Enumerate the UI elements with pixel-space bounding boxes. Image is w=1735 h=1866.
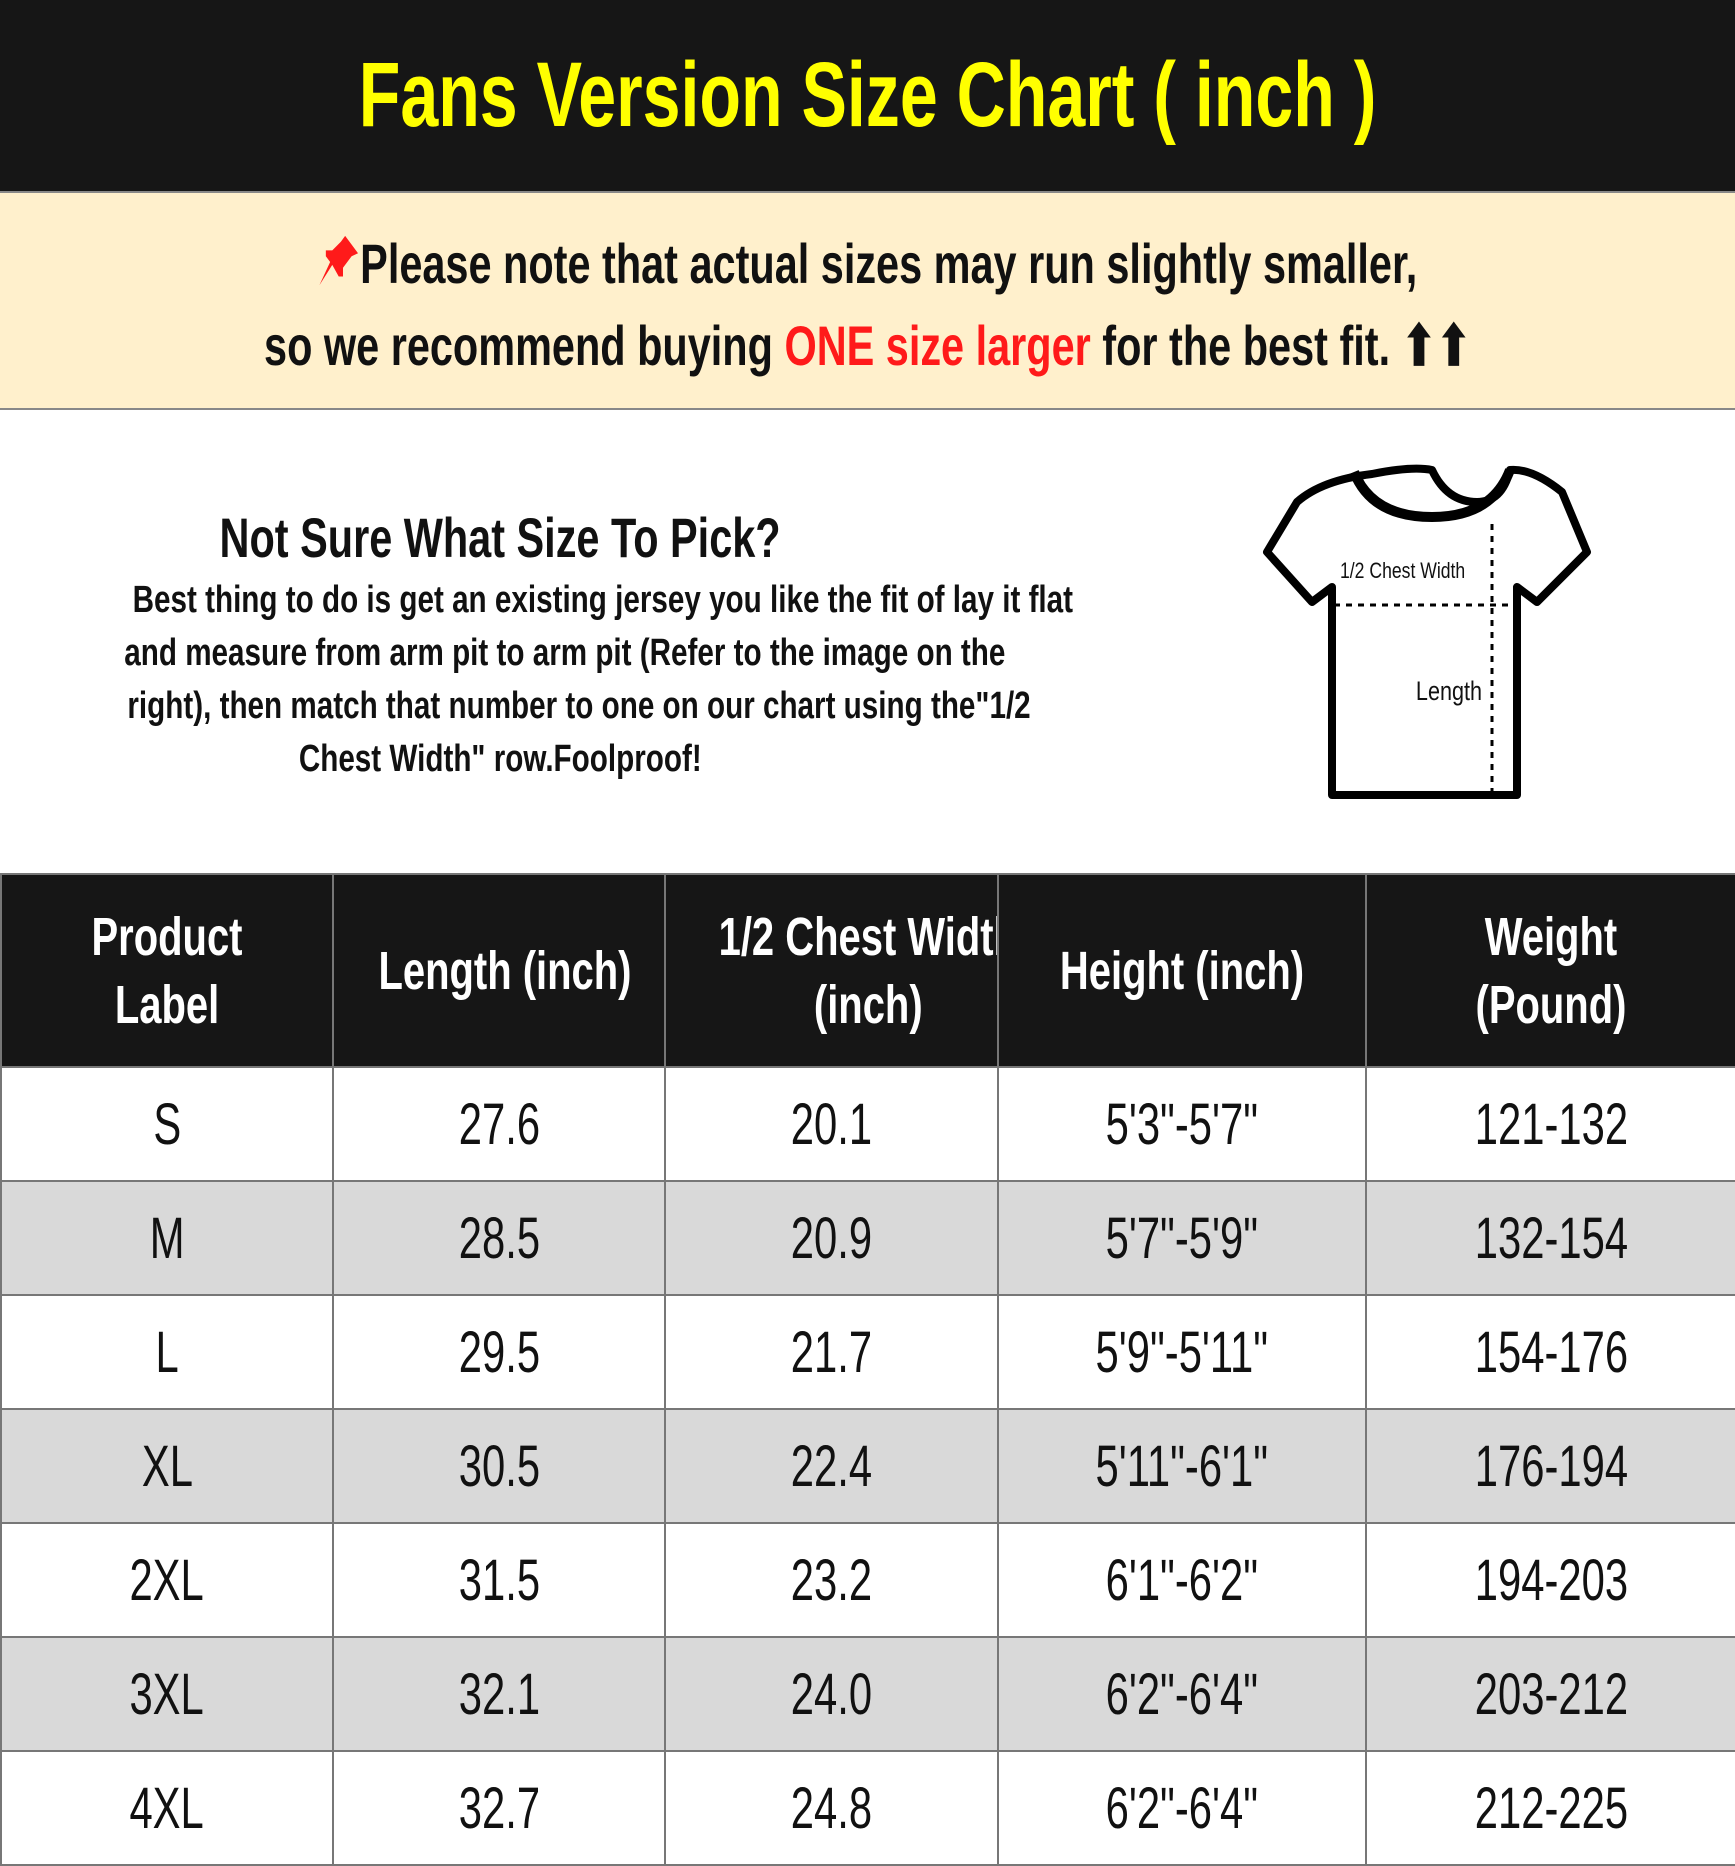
table-row: S 27.6 20.1 5'3"-5'7" 121-132 — [0, 1066, 1735, 1182]
chest-label: 1/2 Chest Width — [1340, 558, 1466, 583]
table-header-row: Product Label Length (inch) 1/2 Chest Wid… — [0, 873, 1735, 1068]
table-row: XL 30.5 22.4 5'11"-6'1" 176-194 — [0, 1408, 1735, 1524]
tshirt-measurement-diagram — [1263, 464, 1591, 799]
notice-line-1: Please note that actual sizes may run sl… — [360, 232, 1418, 295]
cell-length: 27.6 — [332, 1066, 666, 1182]
pushpin-icon — [319, 235, 359, 286]
tshirt-collar — [1349, 468, 1515, 523]
cell-size: XL — [0, 1408, 334, 1524]
size-table: Product Label Length (inch) 1/2 Chest Wid… — [0, 873, 1735, 1866]
cell-size: 4XL — [0, 1750, 334, 1866]
table-row: L 29.5 21.7 5'9"-5'11" 154-176 — [0, 1294, 1735, 1410]
cell-length: 29.5 — [332, 1294, 666, 1410]
header-chest-width: 1/2 Chest Width (inch) — [664, 873, 999, 1068]
table-row: M 28.5 20.9 5'7"-5'9" 132-154 — [0, 1180, 1735, 1296]
cell-length: 31.5 — [332, 1522, 666, 1638]
cell-weight: 194-203 — [1365, 1522, 1735, 1638]
cell-chest-width: 20.9 — [664, 1180, 999, 1296]
help-text-line: and measure from arm pit to arm pit (Ref… — [124, 632, 1006, 674]
up-arrows-icon: ⬆⬆ — [1401, 314, 1472, 377]
page-title: Fans Version Size Chart ( inch ) — [358, 44, 1377, 146]
help-text-line: right), then match that number to one on… — [127, 685, 1031, 727]
notice-line-2-end: for the best fit. — [1090, 314, 1391, 377]
cell-weight: 121-132 — [1365, 1066, 1735, 1182]
title-banner: Fans Version Size Chart ( inch ) — [0, 0, 1735, 193]
cell-height: 6'1"-6'2" — [997, 1522, 1367, 1638]
table-row: 3XL 32.1 24.0 6'2"-6'4" 203-212 — [0, 1636, 1735, 1752]
cell-weight: 212-225 — [1365, 1750, 1735, 1866]
cell-chest-width: 20.1 — [664, 1066, 999, 1182]
cell-length: 30.5 — [332, 1408, 666, 1524]
cell-length: 28.5 — [332, 1180, 666, 1296]
cell-size: L — [0, 1294, 334, 1410]
help-heading: Not Sure What Size To Pick? — [219, 506, 781, 569]
table-row: 2XL 31.5 23.2 6'1"-6'2" 194-203 — [0, 1522, 1735, 1638]
cell-height: 6'2"-6'4" — [997, 1636, 1367, 1752]
cell-chest-width: 22.4 — [664, 1408, 999, 1524]
help-text-line: Best thing to do is get an existing jers… — [132, 579, 1074, 621]
cell-weight: 154-176 — [1365, 1294, 1735, 1410]
tshirt-outline — [1263, 464, 1591, 799]
header-product-label: Product Label — [0, 873, 334, 1068]
cell-size: S — [0, 1066, 334, 1182]
header-length: Length (inch) — [332, 873, 666, 1068]
cell-chest-width: 21.7 — [664, 1294, 999, 1410]
header-weight: Weight (Pound) — [1365, 873, 1735, 1068]
notice-line-2-start: so we recommend buying — [263, 314, 785, 377]
cell-height: 5'11"-6'1" — [997, 1408, 1367, 1524]
cell-size: 3XL — [0, 1636, 334, 1752]
cell-height: 5'3"-5'7" — [997, 1066, 1367, 1182]
cell-chest-width: 23.2 — [664, 1522, 999, 1638]
cell-length: 32.1 — [332, 1636, 666, 1752]
cell-height: 5'9"-5'11" — [997, 1294, 1367, 1410]
cell-weight: 176-194 — [1365, 1408, 1735, 1524]
cell-weight: 203-212 — [1365, 1636, 1735, 1752]
notice-highlight: ONE size larger — [784, 314, 1091, 377]
cell-chest-width: 24.0 — [664, 1636, 999, 1752]
cell-size: M — [0, 1180, 334, 1296]
cell-height: 5'7"-5'9" — [997, 1180, 1367, 1296]
cell-length: 32.7 — [332, 1750, 666, 1866]
notice-banner: Please note that actual sizes may run sl… — [0, 193, 1735, 410]
cell-height: 6'2"-6'4" — [997, 1750, 1367, 1866]
table-row: 4XL 32.7 24.8 6'2"-6'4" 212-225 — [0, 1750, 1735, 1866]
cell-size: 2XL — [0, 1522, 334, 1638]
length-label: Length — [1415, 676, 1482, 706]
cell-weight: 132-154 — [1365, 1180, 1735, 1296]
cell-chest-width: 24.8 — [664, 1750, 999, 1866]
help-text-line: Chest Width" row.Foolproof! — [298, 738, 702, 780]
header-height: Height (inch) — [997, 873, 1367, 1068]
